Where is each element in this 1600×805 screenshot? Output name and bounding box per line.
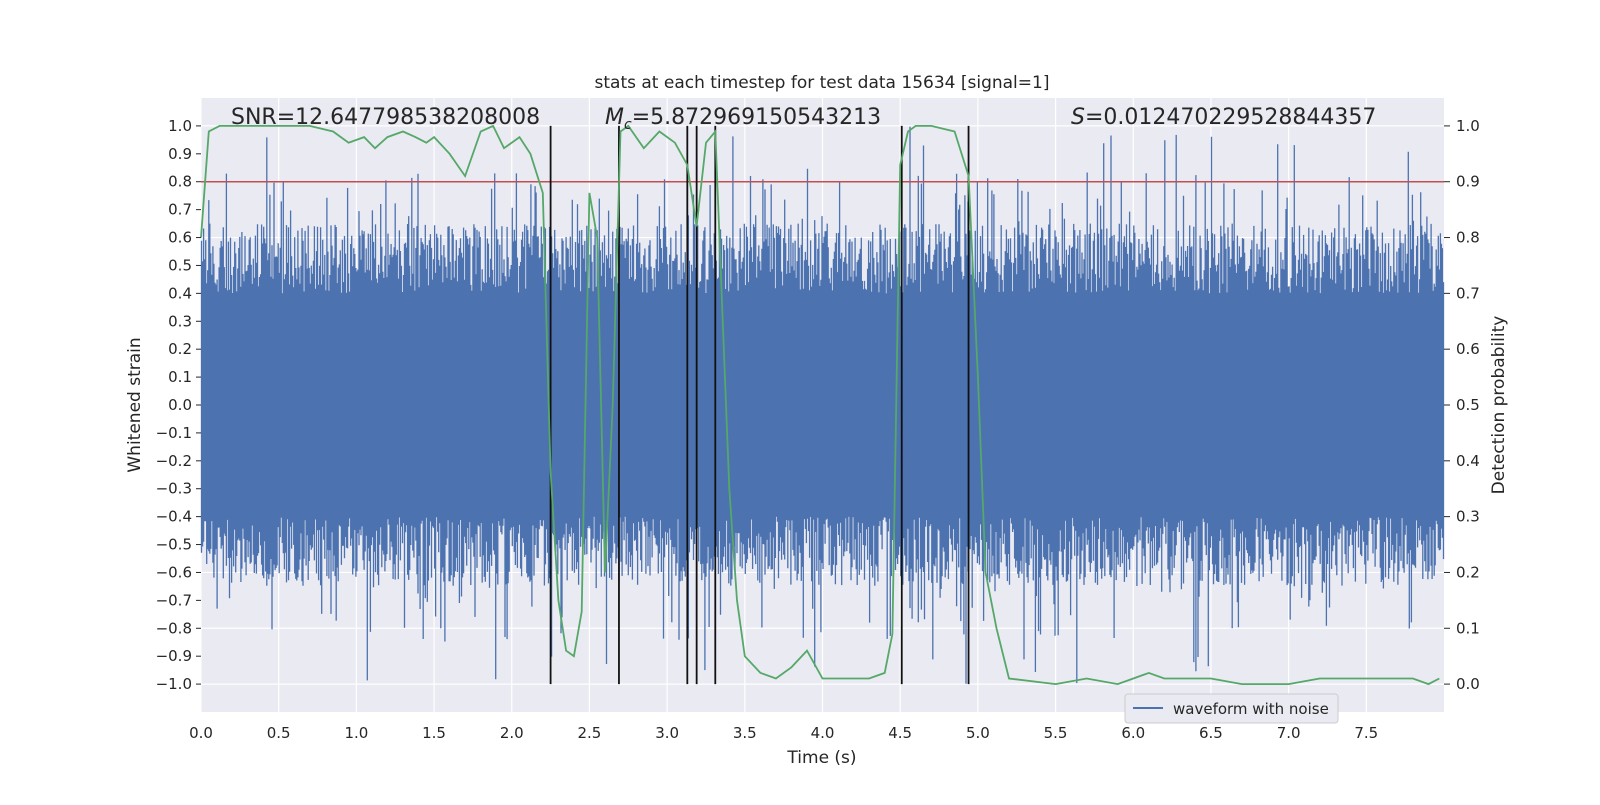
y-tick-label: 0.9 (168, 145, 192, 163)
x-tick-label: 0.5 (267, 724, 291, 742)
y-right-tick-label: 0.1 (1456, 619, 1480, 637)
y-tick-label: −0.9 (156, 647, 192, 665)
s-value: =0.012470229528844357 (1085, 105, 1376, 130)
x-tick-label: 5.5 (1044, 724, 1068, 742)
x-tick-label: 3.5 (733, 724, 757, 742)
y-tick-label: 0.1 (168, 368, 192, 386)
y-tick-label: 0.4 (168, 284, 192, 302)
y-tick-label: 0.7 (168, 201, 192, 219)
y-right-tick-label: 0.9 (1456, 173, 1480, 191)
y-right-tick-label: 0.2 (1456, 563, 1480, 581)
waveform-series (200, 126, 1445, 684)
y-right-tick-label: 0.5 (1456, 396, 1480, 414)
y-tick-label: 0.5 (168, 256, 192, 274)
x-tick-label: 4.0 (811, 724, 835, 742)
x-tick-label: 7.0 (1277, 724, 1301, 742)
chirp-mass-symbol: M (605, 105, 624, 130)
y-tick-label: 1.0 (168, 117, 192, 135)
chirp-mass-annotation: Mc=5.872969150543213 (605, 105, 881, 133)
y-tick-label: −0.8 (156, 619, 192, 637)
x-tick-label: 5.0 (966, 724, 990, 742)
x-tick-label: 0.0 (189, 724, 213, 742)
x-tick-label: 6.5 (1199, 724, 1223, 742)
x-tick-label: 7.5 (1354, 724, 1378, 742)
y-tick-label: −0.4 (156, 508, 192, 526)
y-right-tick-label: 0.0 (1456, 675, 1480, 693)
tick-labels: 0.0 0.5 1.0 1.5 2.0 2.5 3.0 3.5 4.0 4.5 5.0 5.5 6.0 6… (156, 117, 1480, 742)
y-right-tick-label: 0.3 (1456, 508, 1480, 526)
overlay-lines (201, 125, 1444, 685)
waveform-band (201, 293, 1444, 517)
y-right-tick-label: 0.6 (1456, 340, 1480, 358)
x-tick-label: 1.5 (422, 724, 446, 742)
y-tick-label: 0.3 (168, 312, 192, 330)
chirp-mass-subscript: c (624, 117, 632, 133)
legend: waveform with noise (1124, 693, 1339, 724)
y-tick-label: −1.0 (156, 675, 192, 693)
x-tick-label: 3.0 (655, 724, 679, 742)
x-tick-label: 4.5 (888, 724, 912, 742)
detection-probability-series (200, 124, 1440, 686)
chirp-mass-value: =5.872969150543213 (632, 105, 881, 130)
y-tick-label: −0.7 (156, 591, 192, 609)
y-right-tick-label: 1.0 (1456, 117, 1480, 135)
y-right-tick-label: 0.8 (1456, 229, 1480, 247)
y-right-axis-label: Detection probability (1489, 316, 1509, 495)
y-tick-label: −0.1 (156, 424, 192, 442)
y-right-tick-label: 0.7 (1456, 284, 1480, 302)
x-tick-label: 1.0 (344, 724, 368, 742)
x-tick-label: 2.5 (578, 724, 602, 742)
snr-annotation: SNR=12.647798538208008 (231, 105, 540, 130)
y-tick-label: 0.8 (168, 173, 192, 191)
chart-title: stats at each timestep for test data 156… (595, 73, 1050, 93)
detection-probability-line (200, 124, 1440, 686)
y-axis-label: Whitened strain (125, 337, 145, 472)
s-annotation: S=0.012470229528844357 (1071, 105, 1376, 130)
x-tick-label: 2.0 (500, 724, 524, 742)
y-tick-label: 0.0 (168, 396, 192, 414)
legend-box (1124, 693, 1339, 724)
s-symbol: S (1071, 105, 1085, 130)
y-tick-label: −0.5 (156, 536, 192, 554)
y-tick-label: 0.6 (168, 229, 192, 247)
y-tick-label: −0.2 (156, 452, 192, 470)
x-tick-label: 6.0 (1121, 724, 1145, 742)
y-right-tick-label: 0.4 (1456, 452, 1480, 470)
y-tick-label: 0.2 (168, 340, 192, 358)
y-tick-label: −0.6 (156, 563, 192, 581)
y-tick-label: −0.3 (156, 480, 192, 498)
x-axis-label: Time (s) (786, 748, 856, 768)
legend-label: waveform with noise (1173, 700, 1329, 718)
